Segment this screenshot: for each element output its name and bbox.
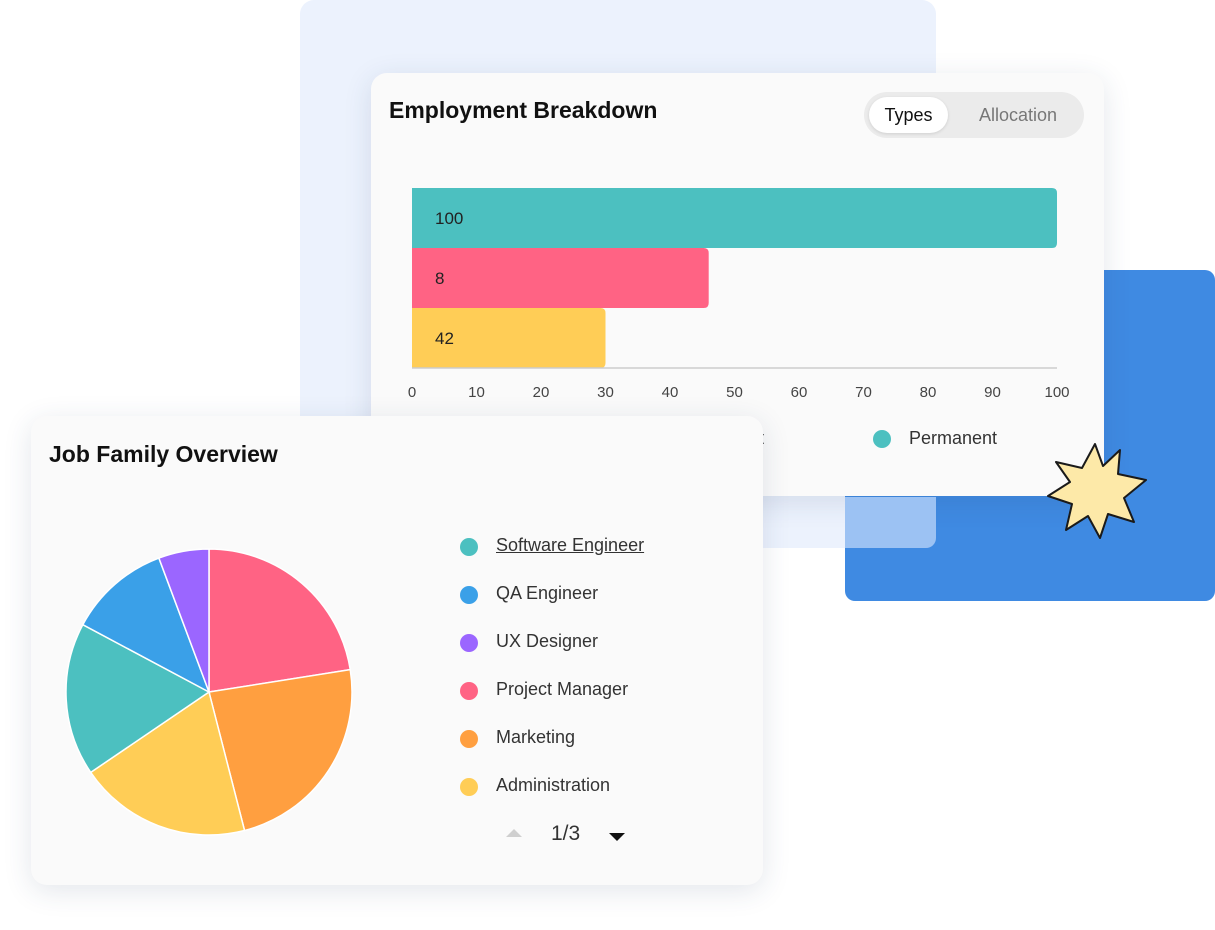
employment-breakdown-title: Employment Breakdown bbox=[389, 97, 658, 123]
pie-slice-ux-designer bbox=[157, 548, 210, 693]
legend-dot bbox=[460, 538, 478, 556]
job-family-card: Job Family Overview Software Engineer QA… bbox=[31, 416, 763, 885]
x-tick-label: 60 bbox=[791, 384, 808, 401]
employment-bar-chart: 100 8 42 0 10 20 30 40 50 60 70 80 90 100 bbox=[408, 188, 1070, 401]
background-panel-overlap bbox=[845, 497, 936, 548]
x-tick-label: 20 bbox=[533, 384, 550, 401]
legend-label: Software Engineer bbox=[496, 535, 645, 555]
pie-slice-administration bbox=[89, 690, 246, 836]
x-tick-label: 40 bbox=[662, 384, 679, 401]
legend-pager: 1/3 bbox=[506, 820, 656, 850]
x-tick-label: 10 bbox=[468, 384, 485, 401]
x-tick-label: 80 bbox=[920, 384, 937, 401]
legend-label: UX Designer bbox=[496, 631, 599, 651]
legend-dot-permanent bbox=[873, 430, 891, 448]
x-tick-label: 70 bbox=[855, 384, 872, 401]
x-tick-label: 90 bbox=[984, 384, 1001, 401]
toggle-types[interactable]: Types bbox=[869, 97, 948, 133]
page-down-arrow-icon[interactable] bbox=[609, 833, 625, 841]
page-up-arrow-icon[interactable] bbox=[506, 829, 522, 837]
bar-2 bbox=[412, 308, 606, 368]
legend-label-permanent: Permanent bbox=[909, 428, 998, 448]
toggle-allocation[interactable]: Allocation bbox=[978, 105, 1058, 125]
pie-slice-qa-engineer bbox=[81, 557, 211, 694]
legend-label: Administration bbox=[496, 775, 611, 795]
legend-dot bbox=[460, 634, 478, 652]
job-family-title: Job Family Overview bbox=[49, 441, 278, 467]
legend-dot bbox=[460, 682, 478, 700]
x-tick-label: 50 bbox=[726, 384, 743, 401]
bar-1 bbox=[412, 248, 709, 308]
pie-slice-project-manager bbox=[208, 548, 352, 693]
x-tick-label: 100 bbox=[1044, 384, 1069, 401]
job-family-pie-chart bbox=[65, 548, 353, 836]
page-indicator: 1/3 bbox=[551, 822, 581, 845]
view-toggle: Types Allocation bbox=[864, 92, 1084, 138]
legend-label: Project Manager bbox=[496, 679, 629, 699]
pie-slice-marketing bbox=[208, 668, 353, 832]
x-tick-label: 30 bbox=[597, 384, 614, 401]
legend-label: QA Engineer bbox=[496, 583, 599, 603]
legend-dot bbox=[460, 586, 478, 604]
bar-0 bbox=[412, 188, 1057, 248]
legend-dot bbox=[460, 778, 478, 796]
bar-value-label: 8 bbox=[435, 269, 444, 288]
employment-breakdown-card: Employment Breakdown Types Allocation 10… bbox=[371, 73, 1104, 496]
bar-value-label: 42 bbox=[435, 329, 454, 348]
x-tick-label: 0 bbox=[408, 384, 416, 401]
pie-slice-software-engineer bbox=[65, 623, 211, 774]
legend-label: Marketing bbox=[496, 727, 576, 747]
bar-value-label: 100 bbox=[435, 209, 463, 228]
starburst-icon bbox=[1047, 443, 1147, 539]
legend-dot bbox=[460, 730, 478, 748]
